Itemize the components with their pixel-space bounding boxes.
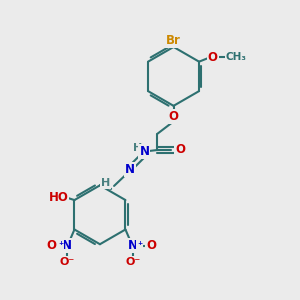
Text: N: N [140,145,149,158]
Text: H: H [133,143,142,153]
Text: N: N [62,239,72,252]
Text: H: H [100,178,110,188]
Text: CH₃: CH₃ [226,52,247,62]
Text: O: O [208,51,218,64]
Text: O⁻: O⁻ [125,257,141,267]
Text: O: O [46,239,56,252]
Text: O⁻: O⁻ [59,257,74,267]
Text: ⁺: ⁺ [137,241,142,251]
Text: ⁺: ⁺ [58,241,64,251]
Text: N: N [125,163,135,176]
Text: HO: HO [49,190,68,204]
Text: N: N [128,239,138,252]
Text: O: O [146,239,156,252]
Text: Br: Br [166,34,181,47]
Text: O: O [175,143,185,157]
Text: O: O [169,110,178,123]
